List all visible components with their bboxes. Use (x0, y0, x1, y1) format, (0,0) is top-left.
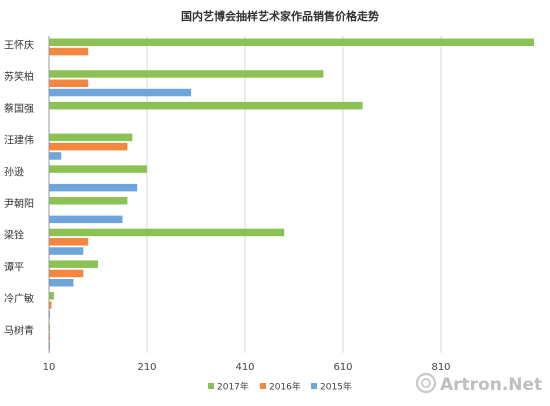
bar (49, 269, 84, 278)
bar (49, 183, 138, 192)
category-label: 谭平 (4, 261, 24, 273)
x-tick-label: 10 (43, 362, 56, 373)
category-label: 王怀庆 (4, 39, 34, 52)
chart-title: 国内艺博会抽样艺术家作品销售价格走势 (181, 9, 379, 23)
gridlines (146, 36, 442, 353)
x-tick-label: 410 (235, 362, 254, 373)
bar (49, 260, 98, 268)
bar (49, 165, 147, 173)
bar (49, 38, 535, 46)
legend-label: 2016年 (269, 381, 301, 393)
bar (49, 301, 52, 309)
bars (49, 38, 535, 350)
bar (49, 215, 123, 224)
bar (49, 79, 89, 87)
legend-swatch (208, 383, 214, 389)
bar (49, 133, 133, 142)
legend-label: 2017年 (217, 381, 249, 393)
legend-swatch (311, 383, 317, 389)
x-tick-label: 810 (431, 362, 450, 373)
category-label: 尹朝阳 (4, 198, 34, 210)
category-label: 苏笑柏 (4, 70, 34, 83)
bar (49, 47, 89, 56)
category-label: 冷广敏 (4, 292, 34, 305)
bar (49, 247, 84, 255)
artron-logo-icon-inner (421, 378, 431, 388)
bar (49, 152, 62, 160)
bar (49, 142, 128, 151)
x-tick-labels: 10 210 410 610 810 (43, 362, 451, 373)
bar (49, 292, 54, 300)
bar (49, 228, 285, 237)
bar (49, 238, 89, 246)
bar (49, 101, 363, 110)
watermark-text: Artron.Net (440, 375, 542, 395)
bar (49, 70, 324, 78)
legend-label: 2015年 (320, 381, 352, 393)
bar (49, 88, 192, 97)
x-tick-label: 210 (137, 362, 156, 373)
artron-watermark: Artron.Net (415, 372, 542, 395)
legend: 2017年 2016年 2015年 (208, 381, 352, 393)
category-label: 蔡国强 (4, 102, 34, 115)
category-label: 孙逊 (4, 165, 24, 178)
bar (49, 197, 128, 205)
x-tick-label: 610 (333, 362, 352, 373)
legend-swatch (260, 383, 266, 389)
category-label: 汪建伟 (4, 134, 34, 147)
category-label: 马树青 (4, 324, 34, 337)
bar (49, 279, 74, 287)
category-label: 梁铨 (4, 229, 24, 242)
artron-logo-icon (415, 372, 437, 394)
